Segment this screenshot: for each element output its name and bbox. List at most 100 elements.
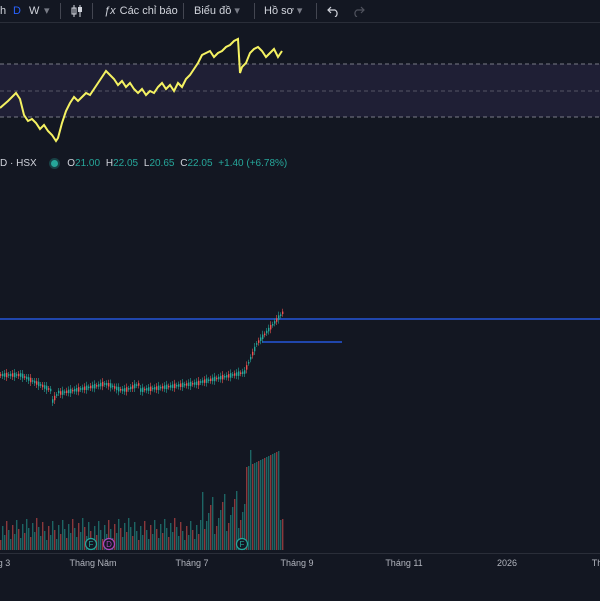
change-value: +1.40 (+6.78%) <box>218 158 288 169</box>
candle <box>228 374 230 378</box>
time-tick: Tháng 11 <box>385 558 423 568</box>
profile-button[interactable]: Hồ sơ ▾ <box>264 4 302 19</box>
volume-bar <box>70 533 72 550</box>
volume-bar <box>204 529 206 550</box>
candle <box>206 378 208 383</box>
volume-bar <box>2 526 4 550</box>
toolbar-divider <box>254 3 255 19</box>
volume-bar <box>80 532 82 550</box>
candle <box>218 376 220 380</box>
volume-bar <box>156 529 158 550</box>
svg-text:D: D <box>106 540 112 549</box>
volume-bar <box>0 540 2 550</box>
volume-bar <box>272 454 274 550</box>
candle <box>248 362 250 364</box>
charts-label: Biểu đồ <box>194 5 232 17</box>
volume-bar <box>24 533 26 550</box>
open-value: 21.00 <box>75 158 101 169</box>
volume-bar <box>100 530 102 550</box>
function-icon: ƒx <box>104 5 116 17</box>
volume-bar <box>234 499 236 550</box>
candle <box>50 388 52 392</box>
volume-bar <box>18 529 20 550</box>
volume-bar <box>266 457 268 550</box>
indicator-pane[interactable] <box>0 23 600 153</box>
volume-bar <box>134 522 136 550</box>
time-tick: Th <box>591 558 600 568</box>
high-label: H <box>105 158 114 169</box>
candle <box>112 385 114 388</box>
candle <box>128 388 130 390</box>
candle <box>182 382 184 388</box>
candle <box>260 337 262 341</box>
candle <box>110 383 112 388</box>
candle <box>80 388 82 390</box>
volume-bar <box>78 523 80 550</box>
volume-bar <box>52 521 54 550</box>
dropdown-caret-icon[interactable]: ▾ <box>44 5 50 17</box>
candle <box>44 385 46 389</box>
volume-bar <box>60 534 62 550</box>
candle <box>86 385 88 391</box>
volume-bar <box>54 530 56 550</box>
candle <box>276 318 278 322</box>
candle <box>12 373 14 377</box>
indicators-button[interactable]: ƒx Các chỉ báo <box>104 4 178 19</box>
volume-bar <box>36 518 38 550</box>
volume-bar <box>214 534 216 550</box>
interval-week-button[interactable]: W <box>29 5 40 17</box>
candle <box>160 386 162 389</box>
candle <box>216 377 218 380</box>
candle <box>224 375 226 378</box>
candle <box>66 390 68 394</box>
low-label: L <box>143 158 150 169</box>
volume-bar <box>190 521 192 550</box>
time-tick: Tháng Năm <box>69 558 117 568</box>
volume-bar <box>126 532 128 550</box>
interval-hour-button[interactable]: h <box>0 5 7 17</box>
interval-day-button[interactable]: D <box>13 5 21 17</box>
candle <box>94 383 96 389</box>
candle <box>74 388 76 392</box>
candle <box>258 340 260 343</box>
volume-bar <box>258 461 260 550</box>
candle <box>232 374 234 376</box>
volume-bar <box>158 538 160 550</box>
event-marker[interactable]: D <box>102 537 116 551</box>
candle <box>34 380 36 384</box>
candle-type-icon[interactable] <box>70 4 84 19</box>
time-axis[interactable]: g 3 Tháng Năm Tháng 7 Tháng 9 Tháng 11 2… <box>0 553 600 601</box>
volume-bar <box>228 523 230 550</box>
candle <box>172 384 174 388</box>
candle <box>186 383 188 386</box>
candle <box>240 372 242 374</box>
candle <box>142 387 144 393</box>
event-marker[interactable]: F <box>84 537 98 551</box>
event-marker[interactable]: F <box>235 537 249 551</box>
volume-bar <box>182 531 184 550</box>
redo-icon[interactable] <box>352 4 365 19</box>
symbol-name[interactable]: D · HSX <box>0 158 37 169</box>
volume-bar <box>232 507 234 550</box>
indicator-line <box>0 37 283 143</box>
volume-bar <box>8 530 10 550</box>
volume-bar <box>216 526 218 550</box>
top-toolbar: h D W ▾ ƒx Các chỉ báo Biểu đồ ▾ Hồ sơ ▾ <box>0 0 600 23</box>
candle <box>24 376 26 378</box>
volume-bar <box>10 539 12 550</box>
volume-bar <box>148 539 150 550</box>
candle <box>96 385 98 387</box>
candle <box>264 333 266 336</box>
candle <box>254 346 256 352</box>
candle <box>70 388 72 394</box>
undo-icon[interactable] <box>327 4 340 19</box>
candle <box>122 388 124 392</box>
candle <box>116 386 118 391</box>
candle <box>188 382 190 386</box>
candle <box>20 373 22 377</box>
price-pane[interactable]: F D F <box>0 175 600 553</box>
volume-bar <box>66 538 68 550</box>
charts-button[interactable]: Biểu đồ ▾ <box>194 4 240 19</box>
volume-bar <box>268 456 270 550</box>
volume-bar <box>230 515 232 550</box>
